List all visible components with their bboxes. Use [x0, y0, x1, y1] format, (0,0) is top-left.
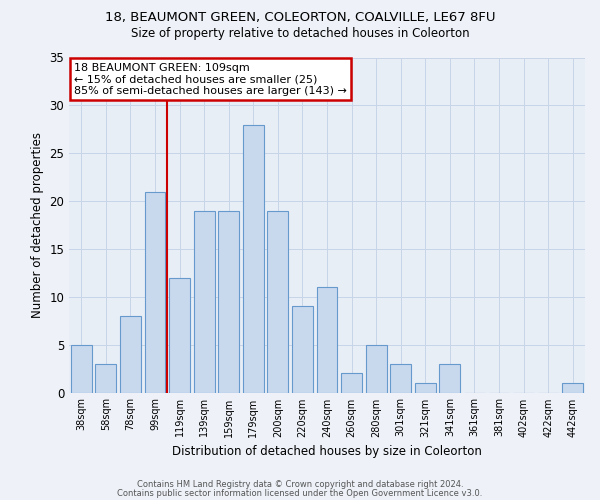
Bar: [439, 364, 460, 392]
Text: Contains public sector information licensed under the Open Government Licence v3: Contains public sector information licen…: [118, 490, 482, 498]
Bar: [415, 383, 436, 392]
Bar: [365, 344, 386, 393]
Text: 18 BEAUMONT GREEN: 109sqm
← 15% of detached houses are smaller (25)
85% of semi-: 18 BEAUMONT GREEN: 109sqm ← 15% of detac…: [74, 62, 347, 96]
Text: 18, BEAUMONT GREEN, COLEORTON, COALVILLE, LE67 8FU: 18, BEAUMONT GREEN, COLEORTON, COALVILLE…: [105, 12, 495, 24]
Bar: [268, 210, 289, 392]
Bar: [292, 306, 313, 392]
Bar: [317, 287, 337, 393]
Y-axis label: Number of detached properties: Number of detached properties: [31, 132, 44, 318]
Bar: [390, 364, 411, 392]
Bar: [120, 316, 141, 392]
Text: Contains HM Land Registry data © Crown copyright and database right 2024.: Contains HM Land Registry data © Crown c…: [137, 480, 463, 489]
Text: Size of property relative to detached houses in Coleorton: Size of property relative to detached ho…: [131, 28, 469, 40]
Bar: [341, 374, 362, 392]
Bar: [169, 278, 190, 392]
Bar: [95, 364, 116, 392]
Bar: [145, 192, 166, 392]
Bar: [218, 210, 239, 392]
X-axis label: Distribution of detached houses by size in Coleorton: Distribution of detached houses by size …: [172, 445, 482, 458]
Bar: [562, 383, 583, 392]
Bar: [243, 124, 264, 392]
Bar: [194, 210, 215, 392]
Bar: [71, 344, 92, 393]
